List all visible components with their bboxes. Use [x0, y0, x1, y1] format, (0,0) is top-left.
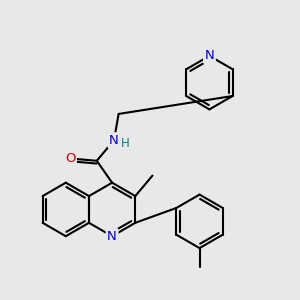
Text: O: O — [65, 152, 75, 165]
Text: N: N — [107, 230, 117, 243]
Text: N: N — [109, 134, 119, 147]
Text: N: N — [205, 50, 214, 62]
Text: H: H — [121, 137, 129, 150]
